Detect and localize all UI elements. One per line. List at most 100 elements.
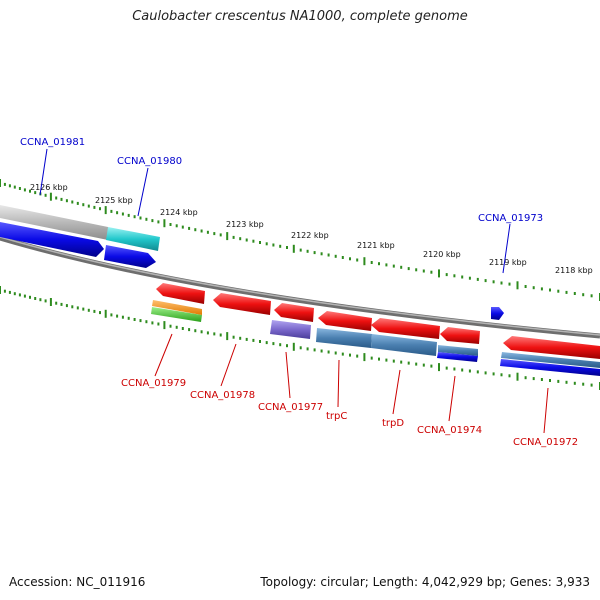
outer-ring-tick	[259, 241, 261, 244]
label-ccna-01979[interactable]: CCNA_01979	[121, 378, 186, 389]
gene-ccna-01981-bar[interactable]	[0, 205, 108, 240]
outer-ring-tick	[44, 193, 47, 197]
gene-ccna-01974-blue-bar[interactable]	[437, 352, 478, 362]
inner-ring-tick	[461, 368, 464, 372]
outer-ring-tick	[169, 223, 172, 226]
inner-ring-tick	[476, 370, 479, 374]
outer-ring-tick	[370, 261, 373, 264]
gene-ccna-01978-arrow[interactable]	[213, 293, 271, 315]
inner-ring-tick	[557, 379, 560, 383]
outer-ring-tick	[573, 292, 576, 295]
inner-ring-tick	[13, 292, 16, 296]
inner-ring-tick	[206, 331, 209, 335]
outer-ring-tick	[385, 263, 388, 267]
inner-ring-tick	[3, 289, 6, 293]
outer-ring-tick	[565, 290, 568, 294]
gene-ccna-01972-blue-bar[interactable]	[500, 359, 600, 376]
inner-ring-tick	[468, 369, 471, 373]
inner-ring-tick	[121, 315, 124, 319]
inner-ring-tick	[349, 353, 351, 357]
leader-ccna-01973	[502, 223, 511, 274]
gene-ccna-01979-orange-bar[interactable]	[152, 300, 202, 315]
gene-ccna-01981-arrow[interactable]	[0, 222, 104, 257]
outer-ring-tick	[415, 268, 418, 272]
gene-trpd-arrow[interactable]	[371, 318, 440, 339]
gene-trpc-bar[interactable]	[316, 328, 372, 348]
label-ccna-01980[interactable]: CCNA_01980	[117, 156, 182, 167]
inner-ring-tick	[524, 376, 527, 380]
outer-ring-tick	[407, 267, 410, 271]
gene-trpd-bar[interactable]	[371, 334, 437, 356]
outer-ring-tick	[286, 246, 288, 249]
gene-ccna-01980-arrow[interactable]	[104, 245, 156, 268]
outer-ring-tick	[139, 216, 142, 220]
gene-ccna-01973-arrow[interactable]	[491, 307, 504, 320]
inner-ring-tick	[508, 374, 511, 378]
scale-label-2123: 2123 kbp	[226, 220, 264, 229]
outer-ring-tick	[145, 217, 148, 221]
outer-ring-tick	[252, 239, 255, 243]
inner-ring-tick	[93, 309, 96, 313]
scale-label-2125: 2125 kbp	[95, 196, 133, 205]
outer-ring-tick	[468, 276, 471, 280]
outer-ring-tick	[13, 185, 16, 189]
gene-ccna-01972-arrow[interactable]	[503, 336, 600, 359]
outer-ring-tick	[320, 252, 323, 256]
inner-ring-tick	[286, 344, 288, 348]
gene-ccna-01979-green-bar[interactable]	[151, 307, 202, 322]
outer-tick-ring	[0, 179, 600, 301]
gene-trpc-arrow[interactable]	[318, 311, 372, 331]
label-ccna-01974[interactable]: CCNA_01974	[417, 425, 482, 436]
outer-ring-tick	[524, 285, 527, 288]
inner-ring-tick	[356, 354, 359, 358]
outer-ring-tick	[363, 257, 366, 266]
outer-ring-tick	[71, 200, 74, 204]
inner-ring-tick	[87, 308, 90, 312]
outer-ring-tick	[3, 182, 6, 186]
scale-label-2124: 2124 kbp	[160, 208, 198, 217]
outer-ring-tick	[356, 258, 359, 262]
label-ccna-01981[interactable]: CCNA_01981	[20, 137, 85, 148]
outer-ring-tick	[272, 243, 275, 247]
inner-ring-tick	[327, 350, 330, 354]
outer-ring-tick	[82, 203, 85, 207]
inner-ring-tick	[363, 353, 366, 362]
inner-ring-tick	[55, 301, 58, 305]
outer-ring-tick	[430, 270, 433, 274]
gene-ccna-01972-steel-bar[interactable]	[501, 352, 600, 368]
outer-ring-tick	[18, 187, 21, 190]
outer-ring-tick	[532, 286, 535, 290]
label-ccna-01978[interactable]: CCNA_01978	[190, 390, 255, 401]
outer-ring-tick	[87, 204, 90, 208]
gene-ccna-01979-arrow[interactable]	[156, 283, 205, 304]
gene-ccna-01977-arrow[interactable]	[274, 303, 314, 322]
outer-ring-tick	[349, 257, 351, 261]
inner-tick-ring	[0, 286, 600, 390]
inner-ring-tick	[0, 286, 1, 294]
inner-ring-tick	[60, 302, 63, 306]
inner-ring-tick	[181, 327, 184, 330]
gene-ccna-01980-bar[interactable]	[106, 227, 160, 251]
label-ccna-01977[interactable]: CCNA_01977	[258, 402, 323, 413]
gene-ccna-01977-purple-bar[interactable]	[270, 320, 311, 339]
label-ccna-01973[interactable]: CCNA_01973	[478, 213, 543, 224]
inner-ring-tick	[445, 366, 448, 370]
gene-ccna-01974-steel-bar[interactable]	[438, 345, 478, 356]
outer-ring-tick	[590, 294, 593, 298]
label-trpd[interactable]: trpD	[382, 418, 404, 429]
outer-ring-tick	[121, 212, 124, 216]
inner-ring-tick	[516, 372, 519, 381]
scale-label-2118: 2118 kbp	[555, 266, 593, 275]
inner-ring-tick	[99, 311, 101, 315]
gene-ccna-01974-arrow[interactable]	[440, 327, 480, 344]
inner-ring-tick	[151, 321, 154, 325]
outer-ring-tick	[232, 235, 235, 239]
label-trpc[interactable]: trpC	[326, 411, 347, 422]
leader-ccna-01981	[39, 148, 48, 196]
topology-text: Topology: circular; Length: 4,042,929 bp…	[260, 575, 590, 589]
outer-ring-tick	[239, 237, 242, 241]
outer-ring-tick	[327, 253, 330, 257]
inner-ring-tick	[407, 361, 410, 365]
label-ccna-01972[interactable]: CCNA_01972	[513, 437, 578, 448]
inner-ring-tick	[378, 357, 380, 361]
